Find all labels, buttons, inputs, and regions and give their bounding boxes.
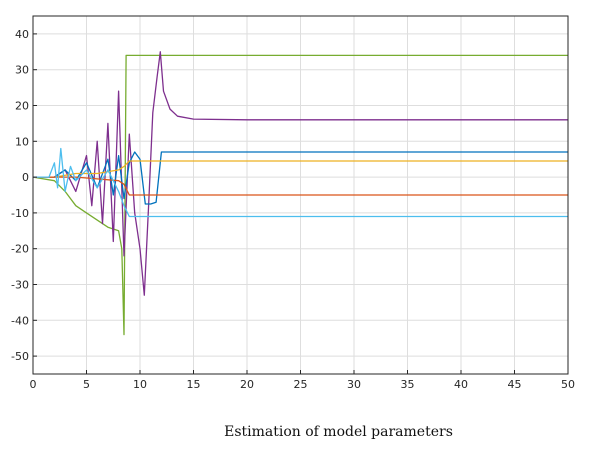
x-tick-label: 25 xyxy=(294,378,308,391)
x-tick-label: 40 xyxy=(454,378,468,391)
series-line-5 xyxy=(33,176,568,196)
y-tick-label: 10 xyxy=(15,135,29,148)
series-line-3 xyxy=(33,151,568,205)
chart-caption: Estimation of model parameters xyxy=(224,424,453,440)
y-tick-label: -50 xyxy=(11,350,29,363)
series-line-1 xyxy=(32,54,568,336)
series-lines xyxy=(32,51,568,336)
y-tick-label: 40 xyxy=(15,28,29,41)
x-tick-label: 15 xyxy=(187,378,201,391)
y-tick-label: -20 xyxy=(11,243,29,256)
y-tick-label: -40 xyxy=(11,314,29,327)
y-tick-label: 30 xyxy=(15,64,29,77)
y-tick-label: 0 xyxy=(22,171,29,184)
x-tick-label: 5 xyxy=(83,378,90,391)
x-tick-label: 35 xyxy=(401,378,415,391)
series-line-2 xyxy=(33,51,568,296)
series-line-6 xyxy=(33,147,568,218)
x-tick-label: 30 xyxy=(347,378,361,391)
x-tick-label: 10 xyxy=(133,378,147,391)
x-axis-ticks: 0 5 10 15 20 25 30 35 40 45 50 xyxy=(30,370,575,391)
y-tick-label: -10 xyxy=(11,207,29,220)
y-tick-label: 20 xyxy=(15,100,29,113)
x-tick-label: 20 xyxy=(240,378,254,391)
x-tick-label: 50 xyxy=(561,378,575,391)
y-tick-label: -30 xyxy=(11,279,29,292)
x-tick-label: 45 xyxy=(508,378,522,391)
y-axis-ticks: 40 30 20 10 0 -10 -20 -30 -40 -50 xyxy=(11,28,37,363)
series-line-4 xyxy=(33,160,568,178)
x-tick-label: 0 xyxy=(30,378,37,391)
